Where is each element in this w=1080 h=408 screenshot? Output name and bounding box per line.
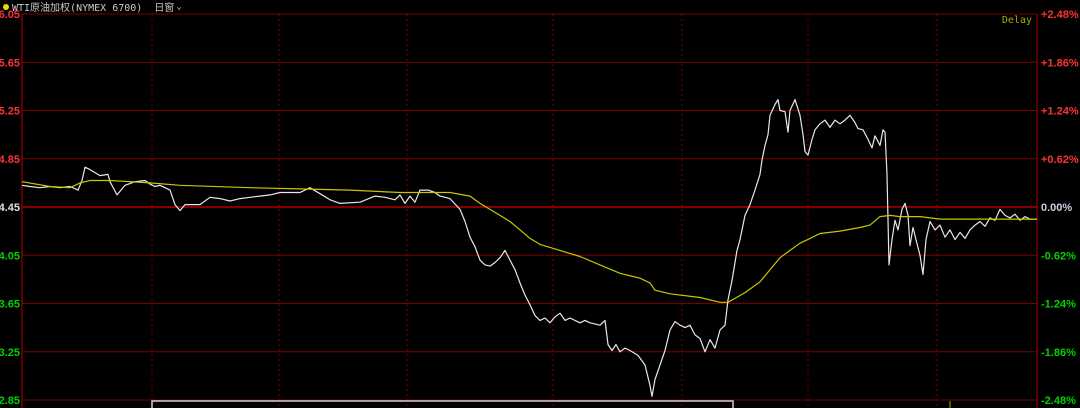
status-dot-icon (3, 3, 9, 10)
left-tick-label: 4.05 (0, 250, 20, 262)
left-tick-label: 3.65 (0, 299, 20, 311)
right-tick-label: -2.48% (1041, 395, 1076, 407)
right-tick-label: +2.48% (1041, 9, 1079, 21)
left-tick-label: 4.85 (0, 154, 20, 166)
right-tick-label: +1.24% (1041, 106, 1079, 118)
left-tick-label: 6.05 (0, 9, 20, 21)
right-tick-label: 0.00% (1041, 202, 1072, 214)
left-tick-label: 2.85 (0, 395, 20, 407)
right-tick-label: -1.86% (1041, 347, 1076, 359)
instrument-title: WTI原油加权(NYMEX 6700) (12, 3, 143, 14)
right-tick-label: +1.86% (1041, 57, 1079, 69)
window-selector[interactable]: 日窗 (154, 3, 175, 14)
chevron-down-icon[interactable]: ⌄ (176, 1, 182, 12)
chart-header: WTI原油加权(NYMEX 6700) 日窗 ⌄ (0, 0, 182, 14)
left-tick-label: 5.25 (0, 106, 20, 118)
right-tick-label: -0.62% (1041, 250, 1076, 262)
left-tick-label: 4.45 (0, 202, 20, 214)
time-range-box (151, 400, 734, 408)
right-tick-label: +0.62% (1041, 154, 1079, 166)
delay-label: Delay (1001, 15, 1032, 26)
right-tick-label: -1.24% (1041, 299, 1076, 311)
left-tick-label: 5.65 (0, 57, 20, 69)
average-price-line (21, 179, 1037, 303)
left-tick-label: 3.25 (0, 347, 20, 359)
price-line (21, 99, 1037, 397)
